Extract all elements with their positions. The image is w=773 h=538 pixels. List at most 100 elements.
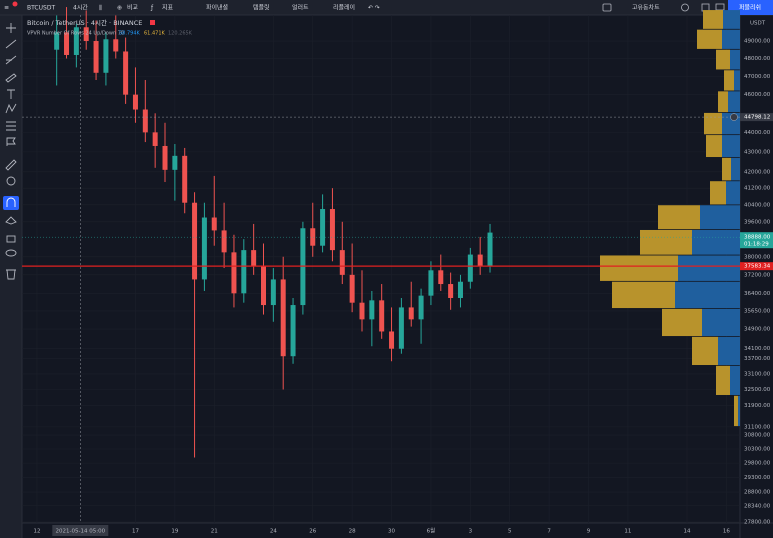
vp-down: [710, 181, 726, 205]
delete-tool[interactable]: [6, 269, 16, 280]
y-tick-label: 41200.00: [744, 186, 771, 192]
fib-tool[interactable]: [5, 55, 17, 65]
x-tick-label: 2021-05-14 05:00: [56, 529, 106, 535]
prediction-tool[interactable]: [6, 121, 16, 131]
alert[interactable]: 얼러트: [292, 4, 309, 12]
templates[interactable]: 템플릿: [253, 5, 270, 12]
y-tick-label: 32500.00: [744, 387, 771, 393]
y-tick-label: 39600.00: [744, 219, 771, 225]
candle-body: [457, 281, 463, 298]
symbol[interactable]: BTCUSDT: [27, 5, 55, 12]
candle-body: [132, 94, 138, 110]
candle-body: [231, 252, 237, 294]
trendline-tool[interactable]: [5, 39, 17, 49]
x-tick-label: 17: [132, 529, 139, 535]
compare[interactable]: 비교: [127, 4, 139, 12]
settings-icon[interactable]: [681, 3, 689, 12]
layout-icon[interactable]: [602, 3, 612, 12]
left-toolbar: [0, 15, 22, 538]
candle-body: [329, 209, 335, 251]
undo[interactable]: ↶ ↷: [368, 5, 380, 12]
x-tick-label: 26: [309, 529, 316, 535]
x-tick-label: 24: [270, 529, 277, 535]
marked-price-label: 37583.34: [744, 264, 771, 270]
candle-body: [398, 307, 404, 349]
ruler-tool[interactable]: [5, 159, 17, 171]
vp-down: [658, 205, 700, 230]
flag: [150, 20, 155, 25]
brush-tool[interactable]: [5, 73, 17, 83]
snapshot-icon[interactable]: [715, 3, 725, 11]
vp-down: [662, 308, 702, 337]
candle-body: [379, 300, 385, 332]
vp-up: [675, 281, 740, 309]
countdown: 01:18:29: [744, 242, 769, 248]
candle-body: [320, 209, 326, 246]
menu-icon[interactable]: ≡: [4, 5, 9, 12]
icon-tool[interactable]: [6, 137, 16, 146]
y-tick-label: 40400.00: [744, 202, 771, 208]
vp-down: [716, 49, 730, 70]
y-tick-label: 43000.00: [744, 149, 771, 155]
lock-drawing-tool[interactable]: [5, 216, 17, 225]
zoom-tool[interactable]: [6, 176, 16, 186]
crosshair-price-box: [740, 113, 773, 122]
magnet-tool[interactable]: [6, 197, 16, 207]
x-tick-label: 16: [723, 529, 730, 535]
vp-down: [722, 157, 731, 181]
text-tool[interactable]: [7, 89, 15, 99]
vp-up: [738, 395, 740, 427]
pattern-tool[interactable]: [5, 103, 17, 114]
vp-up: [734, 70, 740, 91]
candle-body: [349, 274, 355, 303]
x-tick-label: 21: [211, 529, 218, 535]
y-tick-label: 31900.00: [744, 403, 771, 409]
drawing-tools: [3, 23, 19, 280]
replay[interactable]: 리플레이: [333, 4, 355, 12]
marked-price-box: [740, 262, 773, 271]
y-tick-label: 42000.00: [744, 169, 771, 175]
vp-up: [692, 229, 740, 255]
interval[interactable]: 4시간: [73, 4, 88, 12]
y-tick-label: 31100.00: [744, 424, 771, 430]
y-tick-label: 44000.00: [744, 130, 771, 136]
x-tick-label: 19: [171, 529, 178, 535]
publish[interactable]: 퍼블리쉬: [739, 4, 761, 12]
legend-down: 61.471K: [144, 31, 165, 37]
candle-body: [241, 250, 247, 294]
x-tick-label: 12: [33, 529, 40, 535]
hide-tool[interactable]: [5, 249, 17, 257]
candle-body: [389, 331, 395, 349]
financials[interactable]: 파이낸셜: [206, 4, 228, 12]
x-tick-label: 14: [684, 529, 691, 535]
y-tick-label: 30300.00: [744, 446, 771, 452]
indicators[interactable]: 지표: [162, 4, 174, 12]
candle-body: [182, 155, 188, 203]
crosshair-tool[interactable]: [6, 23, 16, 33]
candle-body: [467, 254, 473, 282]
candle-body: [339, 250, 345, 275]
candle-body: [359, 302, 365, 320]
bar-style[interactable]: ⫼: [99, 5, 102, 12]
indicators-icon[interactable]: ƒ: [150, 5, 154, 12]
candle-body: [438, 270, 444, 285]
x-tick-label: 3: [469, 529, 473, 535]
vp-up: [730, 49, 740, 70]
y-tick-label: 35650.00: [744, 308, 771, 314]
candle-body: [54, 32, 60, 50]
vp-down: [692, 336, 718, 366]
currency[interactable]: USDT: [750, 21, 766, 27]
vp-down: [718, 91, 728, 113]
lock-tool[interactable]: [6, 235, 16, 243]
candle-body: [369, 300, 375, 320]
compare-icon[interactable]: ⊕: [117, 5, 122, 12]
crosshair-price-label: 44798.12: [744, 115, 770, 121]
vp-up: [678, 255, 740, 281]
layout-name[interactable]: 고유동차트: [632, 4, 660, 12]
y-tick-label: 29300.00: [744, 475, 771, 481]
candle-body: [310, 228, 316, 246]
candle-body: [93, 41, 99, 73]
candle-body: [192, 202, 198, 280]
vp-up: [723, 10, 740, 29]
